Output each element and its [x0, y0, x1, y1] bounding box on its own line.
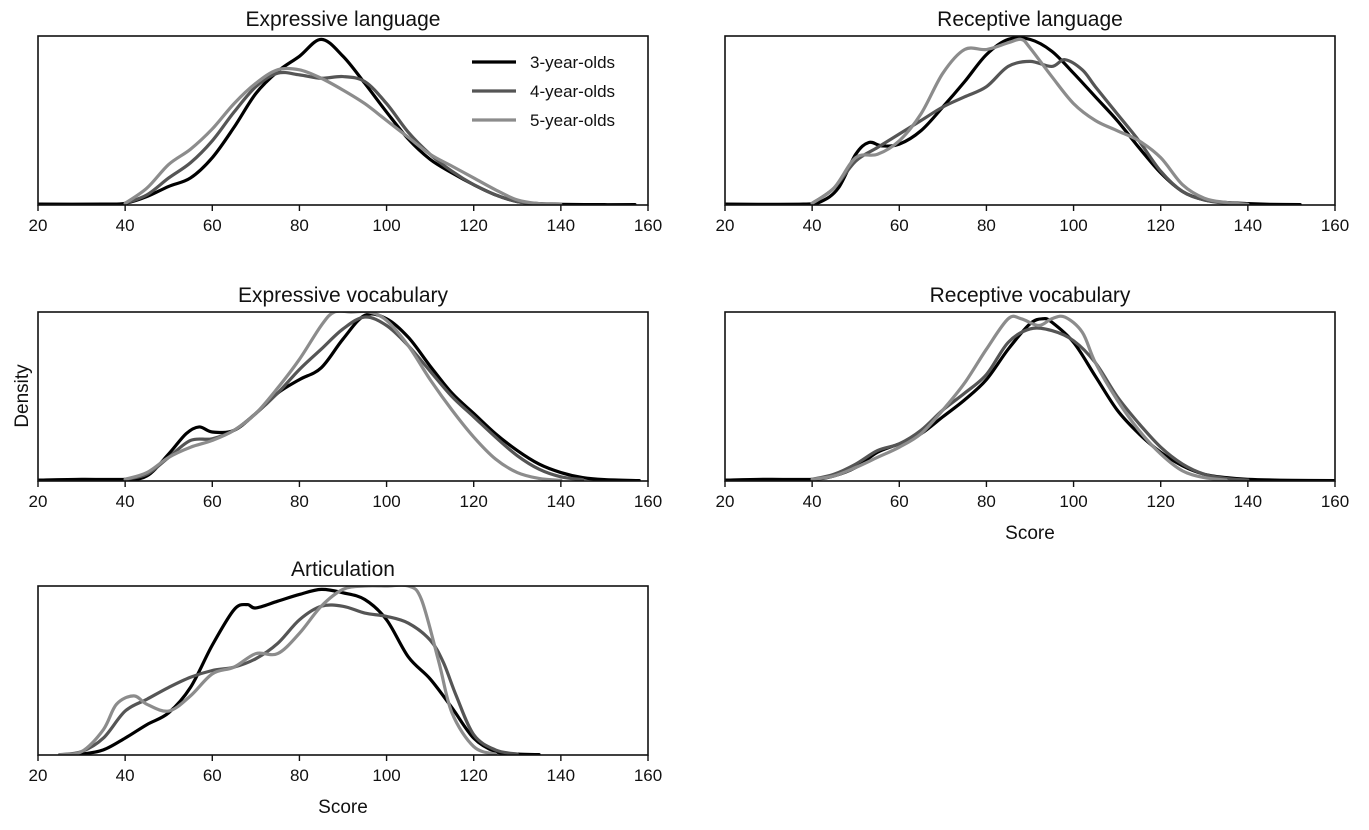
x-tick-label: 60 [203, 492, 222, 511]
x-tick-label: 40 [803, 492, 822, 511]
x-tick-label: 120 [460, 766, 488, 785]
x-tick-label: 60 [203, 766, 222, 785]
x-tick-label: 160 [634, 766, 662, 785]
legend-label: 4-year-olds [530, 82, 615, 101]
legend-label: 5-year-olds [530, 111, 615, 130]
panel-title: Expressive language [246, 8, 441, 31]
panel-title: Expressive vocabulary [238, 284, 449, 307]
series-line-3 [810, 37, 1250, 205]
panel-title: Receptive language [937, 8, 1123, 31]
x-tick-label: 40 [116, 766, 135, 785]
plot-frame [724, 311, 1336, 482]
x-tick-label: 20 [29, 216, 48, 235]
panel-title: Receptive vocabulary [930, 284, 1131, 307]
x-axis-label: Score [318, 797, 368, 818]
plot-frame [724, 35, 1336, 206]
x-tick-label: 140 [1234, 216, 1262, 235]
x-tick-label: 100 [1059, 492, 1087, 511]
panel-3: 20 40 60 80 100 120 140 160 Expressive vocabular… [29, 284, 663, 511]
series-line-3 [810, 314, 1228, 481]
panel-5: 20 40 60 80 100 120 140 160 Articulation Score [29, 558, 663, 818]
plot-frame [37, 311, 649, 482]
x-tick-label: 160 [634, 492, 662, 511]
x-tick-label: 80 [290, 216, 309, 235]
plot-frame [37, 585, 649, 756]
series-line-3 [123, 312, 563, 481]
x-tick-label: 60 [890, 492, 909, 511]
x-tick-label: 120 [460, 216, 488, 235]
panel-title: Articulation [291, 558, 395, 581]
x-tick-label: 60 [203, 216, 222, 235]
panel-2: 20 40 60 80 100 120 140 160 Receptive language [716, 8, 1350, 235]
x-tick-label: 60 [890, 216, 909, 235]
series-line-3 [58, 586, 498, 755]
series-line-1 [38, 312, 641, 481]
series-line-2 [58, 603, 519, 755]
x-tick-label: 80 [977, 492, 996, 511]
x-tick-label: 40 [116, 492, 135, 511]
x-tick-label: 40 [116, 216, 135, 235]
x-tick-label: 120 [460, 492, 488, 511]
series-line-2 [810, 326, 1250, 481]
series-line-2 [123, 315, 585, 481]
x-tick-label: 140 [547, 216, 575, 235]
x-tick-label: 140 [547, 766, 575, 785]
series-group [38, 312, 641, 481]
x-tick-label: 80 [290, 766, 309, 785]
x-tick-label: 40 [803, 216, 822, 235]
series-group [38, 37, 637, 205]
series-line-1 [58, 587, 541, 755]
x-tick-label: 20 [29, 766, 48, 785]
legend-label: 3-year-olds [530, 53, 615, 72]
series-group [725, 36, 1302, 205]
series-line-3 [123, 66, 563, 205]
series-line-2 [123, 70, 563, 205]
plot-frame [37, 35, 649, 206]
x-tick-label: 80 [290, 492, 309, 511]
x-tick-label: 140 [547, 492, 575, 511]
x-tick-label: 120 [1147, 492, 1175, 511]
x-tick-label: 160 [1321, 216, 1349, 235]
x-tick-label: 100 [372, 766, 400, 785]
y-axis-label: Density [12, 364, 33, 428]
x-tick-label: 80 [977, 216, 996, 235]
x-tick-label: 160 [1321, 492, 1349, 511]
series-group [725, 314, 1335, 481]
series-group [58, 586, 541, 755]
x-tick-label: 120 [1147, 216, 1175, 235]
x-tick-label: 100 [372, 492, 400, 511]
x-tick-label: 20 [716, 216, 735, 235]
panel-1: 20 40 60 80 100 120 140 160 Expressive language 3… [29, 8, 663, 235]
x-tick-label: 20 [716, 492, 735, 511]
panel-4: 20 40 60 80 100 120 140 160 Receptive vocabulary… [716, 284, 1350, 544]
x-tick-label: 140 [1234, 492, 1262, 511]
series-line-1 [725, 317, 1335, 481]
x-tick-label: 100 [1059, 216, 1087, 235]
x-axis-label: Score [1005, 523, 1055, 544]
x-tick-label: 100 [372, 216, 400, 235]
x-tick-label: 160 [634, 216, 662, 235]
x-tick-label: 20 [29, 492, 48, 511]
legend: 3-year-olds 4-year-olds 5-year-olds [472, 53, 615, 130]
